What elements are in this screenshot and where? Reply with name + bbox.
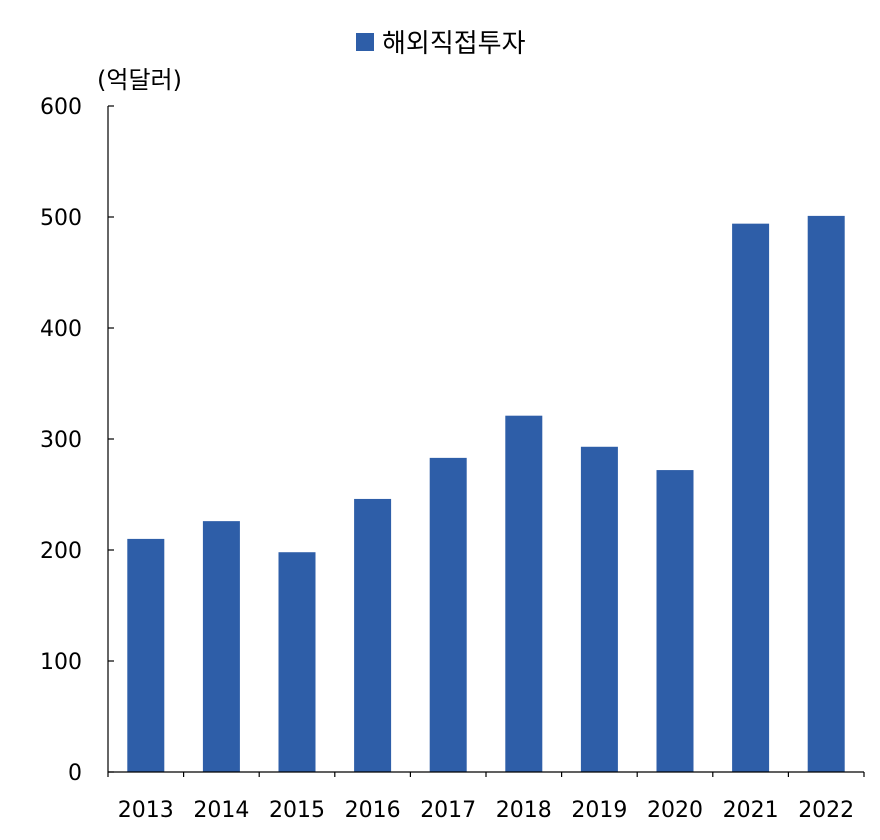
bar-2018 [505,415,543,772]
bar-2022 [807,215,845,772]
y-tick-label: 100 [40,650,82,675]
x-tick-label: 2022 [798,798,854,823]
x-ticks: 2013 2014 2015 2016 2017 2018 2019 2020 2021 2022 [107,772,865,823]
bar-2016 [354,498,392,772]
y-ticks: 0 100 200 300 400 500 600 [40,95,114,786]
x-tick-label: 2015 [269,798,325,823]
y-tick-label: 200 [40,539,82,564]
x-tick-label: 2021 [723,798,779,823]
bar-2021 [732,223,770,772]
x-tick-label: 2013 [118,798,174,823]
bar-2020 [656,470,694,772]
y-tick-label: 600 [40,95,82,120]
x-tick-label: 2019 [571,798,627,823]
y-tick-label: 400 [40,317,82,342]
bar-2013 [127,538,165,772]
legend-label: 해외직접투자 [382,29,526,59]
x-tick-label: 2017 [420,798,476,823]
x-tick-label: 2020 [647,798,703,823]
legend-swatch [356,33,374,51]
x-tick-label: 2016 [345,798,401,823]
bar-2015 [278,552,316,772]
bars [127,215,845,772]
bar-2014 [202,521,240,772]
legend: 해외직접투자 [356,29,526,59]
y-tick-label: 300 [40,428,82,453]
y-tick-label: 500 [40,206,82,231]
x-tick-label: 2014 [193,798,249,823]
y-axis-unit-label: (억달러) [97,66,182,94]
y-tick-label: 0 [68,761,82,786]
bar-2017 [429,457,467,772]
bar-2019 [580,446,618,772]
x-tick-label: 2018 [496,798,552,823]
